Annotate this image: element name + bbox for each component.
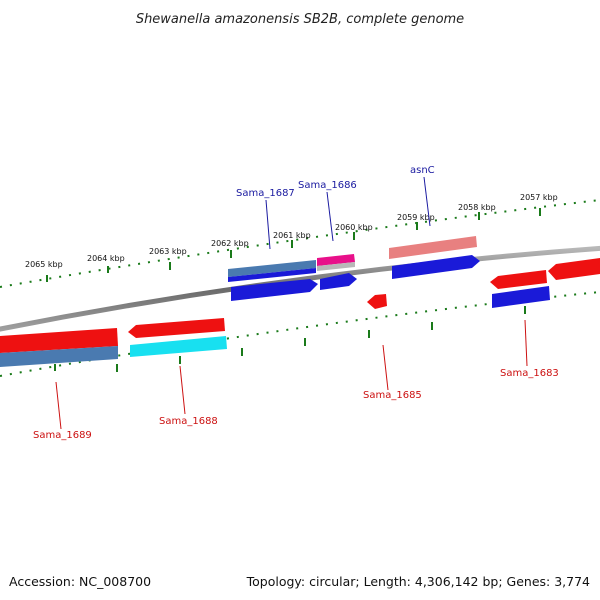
gene-label-sama-1688: Sama_1688 <box>159 416 218 427</box>
scale-label-2064: 2064 kbp <box>87 254 125 263</box>
gene-sama-1683-upper[interactable] <box>490 258 600 289</box>
gene-sama-1688[interactable] <box>128 318 227 357</box>
genome-summary-text: Topology: circular; Length: 4,306,142 bp… <box>246 574 590 589</box>
accession-text: Accession: NC_008700 <box>9 574 151 589</box>
inner-scale-ticks <box>54 306 526 372</box>
gene-sama-1686[interactable] <box>317 254 357 290</box>
gene-sama-1685[interactable] <box>367 294 387 309</box>
genome-backbone <box>0 245 600 332</box>
gene-label-sama-1685: Sama_1685 <box>363 390 422 401</box>
gene-label-sama-1687: Sama_1687 <box>236 188 295 199</box>
scale-label-2058: 2058 kbp <box>458 203 496 212</box>
gene-sama-1689[interactable] <box>0 328 118 367</box>
scale-label-2063: 2063 kbp <box>149 247 187 256</box>
gene-label-sama-1683: Sama_1683 <box>500 368 559 379</box>
outer-scale-line <box>0 199 600 288</box>
gene-asnc[interactable] <box>389 236 480 279</box>
scale-label-2062: 2062 kbp <box>211 239 249 248</box>
scale-label-2065: 2065 kbp <box>25 260 63 269</box>
genome-title: Shewanella amazonensis SB2B, complete ge… <box>136 12 464 27</box>
scale-label-2059: 2059 kbp <box>397 213 435 222</box>
gene-sama-1687[interactable] <box>228 260 318 301</box>
scale-label-2060: 2060 kbp <box>335 223 373 232</box>
leader-lines-upper <box>265 176 431 250</box>
gene-sama-1683[interactable] <box>492 286 550 308</box>
gene-label-sama-1686: Sama_1686 <box>298 180 357 191</box>
outer-scale-ticks <box>46 208 541 282</box>
gene-label-asnc: asnC <box>410 165 435 176</box>
gene-label-sama-1689: Sama_1689 <box>33 430 92 441</box>
scale-label-2061: 2061 kbp <box>273 231 311 240</box>
scale-label-2057: 2057 kbp <box>520 193 558 202</box>
leader-lines-lower <box>55 319 528 430</box>
